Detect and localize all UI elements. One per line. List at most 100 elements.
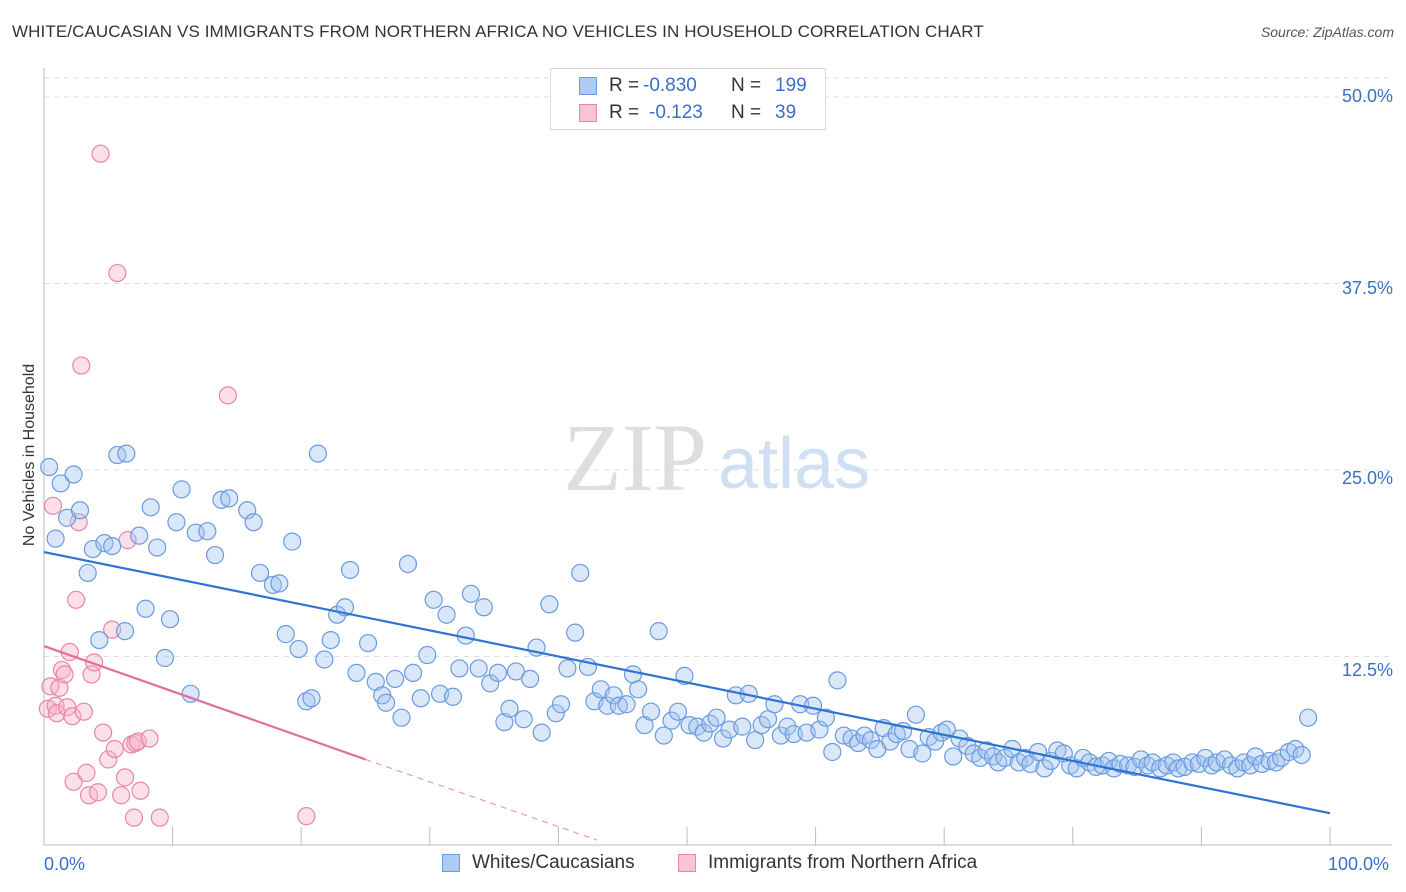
grid-lines xyxy=(44,77,1392,657)
data-point-whites xyxy=(654,726,673,745)
x-tick-label: 100.0% xyxy=(1328,854,1390,874)
y-tick-label: 12.5% xyxy=(1341,660,1393,680)
data-point-whites xyxy=(668,702,688,721)
correlation-legend: R = -0.830 N = 199 R = -0.123 N = 39 xyxy=(550,68,826,130)
legend-swatch-pink xyxy=(579,104,597,122)
data-point-immigrants xyxy=(77,763,96,782)
data-point-whites xyxy=(136,599,155,618)
data-point-whites xyxy=(424,590,443,609)
data-point-whites xyxy=(385,669,405,688)
data-point-whites xyxy=(558,659,577,678)
data-point-whites xyxy=(461,584,481,603)
data-point-whites xyxy=(1196,748,1215,768)
data-point-immigrants xyxy=(47,704,66,723)
data-point-immigrants xyxy=(85,653,104,672)
axes xyxy=(43,68,1392,846)
legend-swatch-pink xyxy=(678,854,696,872)
data-point-whites xyxy=(474,598,493,617)
x-tick-label: 0.0% xyxy=(44,854,86,874)
data-point-whites xyxy=(108,445,127,465)
legend-r-value: -0.123 xyxy=(649,102,703,123)
trend-lines xyxy=(43,550,1331,841)
data-point-whites xyxy=(83,539,102,559)
data-point-whites xyxy=(823,742,842,762)
data-point-whites xyxy=(609,696,628,715)
y-tick-label: 25.0% xyxy=(1341,468,1393,488)
data-point-whites xyxy=(958,736,977,756)
data-point-whites xyxy=(205,545,225,565)
data-point-whites xyxy=(411,689,430,708)
data-point-whites xyxy=(117,444,136,463)
data-point-whites xyxy=(1241,756,1260,775)
data-point-whites xyxy=(906,705,926,724)
data-point-whites xyxy=(40,457,59,477)
data-point-immigrants xyxy=(91,144,110,163)
data-point-whites xyxy=(270,574,289,593)
data-point-immigrants xyxy=(50,678,69,697)
data-point-whites xyxy=(244,513,263,532)
data-point-whites xyxy=(321,630,340,650)
data-point-immigrants xyxy=(74,702,93,721)
data-point-whites xyxy=(649,622,668,641)
legend-r-label: R = xyxy=(609,102,640,123)
source-credit: Source: ZipAtlas.com xyxy=(1260,24,1394,40)
chart-title: WHITE/CAUCASIAN VS IMMIGRANTS FROM NORTH… xyxy=(12,22,984,41)
data-point-whites xyxy=(733,717,752,736)
watermark-atlas: atlas xyxy=(718,424,870,504)
series-whites-points xyxy=(40,444,1318,778)
legend-swatch-blue xyxy=(442,854,460,872)
data-point-whites xyxy=(983,747,1003,766)
data-point-whites xyxy=(263,575,283,594)
data-point-whites xyxy=(488,663,508,683)
data-point-whites xyxy=(347,663,366,683)
data-point-immigrants xyxy=(297,807,316,826)
data-point-whites xyxy=(1111,754,1130,774)
data-point-immigrants xyxy=(64,772,83,791)
data-point-whites xyxy=(617,695,636,714)
data-point-whites xyxy=(78,563,97,583)
data-point-immigrants xyxy=(43,496,63,515)
data-point-whites xyxy=(250,563,270,583)
data-point-immigrants xyxy=(58,698,77,717)
data-point-whites xyxy=(418,645,437,665)
data-point-whites xyxy=(495,713,514,732)
data-point-whites xyxy=(1246,747,1265,766)
data-point-whites xyxy=(167,513,186,532)
data-point-whites xyxy=(103,536,122,556)
data-point-whites xyxy=(437,605,456,624)
data-point-whites xyxy=(469,659,488,678)
data-point-immigrants xyxy=(94,723,113,742)
data-point-whites xyxy=(1260,751,1279,771)
data-point-whites xyxy=(540,595,559,614)
data-point-immigrants xyxy=(63,707,82,726)
data-point-whites xyxy=(376,693,396,712)
data-point-immigrants xyxy=(118,531,137,550)
data-point-immigrants xyxy=(131,781,150,800)
data-point-whites xyxy=(566,623,585,642)
watermark-zip: ZIP xyxy=(563,404,707,511)
data-point-whites xyxy=(944,747,963,766)
data-point-whites xyxy=(443,687,463,706)
data-point-whites xyxy=(629,680,648,699)
data-point-whites xyxy=(680,716,699,735)
data-point-whites xyxy=(172,480,191,499)
data-point-whites xyxy=(90,630,109,650)
data-point-whites xyxy=(186,523,205,542)
legend-label-whites: Whites/Caucasians xyxy=(472,852,635,873)
data-point-whites xyxy=(155,648,174,668)
data-point-whites xyxy=(450,659,469,678)
data-point-immigrants xyxy=(46,696,65,715)
data-point-whites xyxy=(803,696,823,715)
data-point-whites xyxy=(70,501,90,520)
data-point-whites xyxy=(546,704,565,723)
data-point-immigrants xyxy=(72,356,91,375)
data-point-immigrants xyxy=(108,263,127,283)
legend-n-label: N = xyxy=(731,102,762,123)
watermark: ZIP atlas xyxy=(563,404,870,511)
data-point-immigrants xyxy=(88,783,108,802)
data-point-whites xyxy=(694,723,713,742)
trend-line-whites xyxy=(43,550,1331,815)
data-point-whites xyxy=(340,560,360,580)
data-point-whites xyxy=(1035,759,1054,778)
data-point-immigrants xyxy=(115,768,135,787)
